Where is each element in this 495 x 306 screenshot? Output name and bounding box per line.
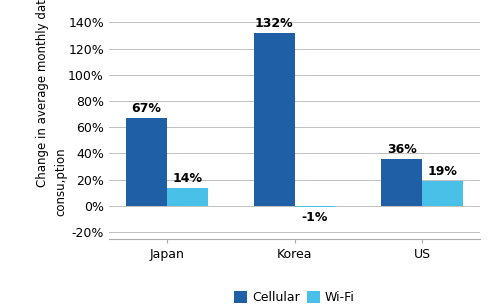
Text: Change in average monthly data: Change in average monthly data [36,0,49,187]
Text: 19%: 19% [428,165,458,178]
Bar [422,181,463,206]
Bar [382,159,422,206]
Bar [167,188,207,206]
Text: 14%: 14% [172,172,202,185]
Text: consu,ption: consu,ption [54,147,67,216]
Bar [295,206,336,207]
Text: 36%: 36% [387,143,417,156]
Text: 67%: 67% [131,103,161,115]
Text: -1%: -1% [302,211,328,224]
Text: 132%: 132% [255,17,294,30]
Legend: Cellular, Wi-Fi: Cellular, Wi-Fi [230,286,359,306]
Bar [253,33,295,206]
Bar [126,118,167,206]
